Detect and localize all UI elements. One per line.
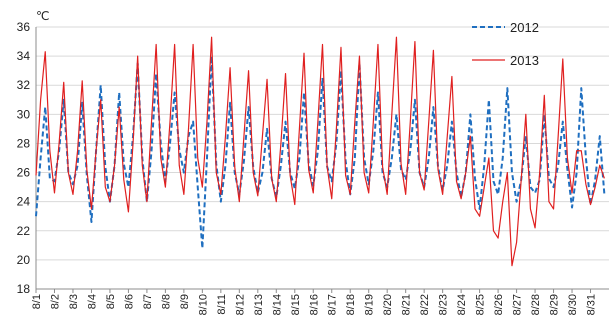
y-tick-label: 30 [17, 107, 31, 121]
legend: 2012 2013 [472, 20, 539, 68]
y-tick-label: 26 [17, 166, 31, 180]
y-tick-label: 20 [17, 253, 31, 267]
x-tick-label: 8/20 [382, 294, 394, 315]
x-tick-label: 8/4 [86, 294, 98, 309]
x-tick-label: 8/22 [419, 294, 431, 315]
x-tick-label: 8/25 [475, 294, 487, 315]
legend-label: 2013 [510, 53, 539, 68]
y-axis-unit: ℃ [36, 9, 49, 23]
x-tick-label: 8/28 [530, 294, 542, 315]
x-tick-label: 8/18 [345, 294, 357, 315]
y-tick-label: 24 [17, 195, 31, 209]
legend-label: 2012 [510, 20, 539, 35]
x-tick-label: 8/12 [234, 294, 246, 315]
series-line-2013 [35, 36, 605, 267]
y-tick-label: 28 [17, 136, 31, 150]
x-tick-label: 8/3 [68, 294, 80, 309]
y-tick-label: 34 [17, 49, 31, 63]
x-tick-label: 8/19 [364, 294, 376, 315]
x-tick-label: 8/30 [567, 294, 579, 315]
y-tick-label: 22 [17, 224, 31, 238]
x-tick-label: 8/10 [197, 294, 209, 315]
x-tick-label: 8/13 [253, 294, 265, 315]
x-tick-label: 8/1 [31, 294, 43, 309]
x-tick-label: 8/17 [327, 294, 339, 315]
x-tick-label: 8/21 [401, 294, 413, 315]
series-lines [35, 36, 606, 267]
x-tick-label: 8/24 [456, 294, 468, 315]
y-tick-label: 36 [17, 20, 31, 34]
x-tick-label: 8/11 [216, 294, 228, 315]
x-tick-label: 8/31 [586, 294, 598, 315]
x-tick-label: 8/14 [271, 294, 283, 315]
x-tick-label: 8/2 [49, 294, 61, 309]
x-tick-label: 8/8 [160, 294, 172, 309]
y-tick-label: 18 [17, 282, 31, 296]
y-tick-label: 32 [17, 78, 31, 92]
x-tick-label: 8/23 [438, 294, 450, 315]
series-line-2012 [35, 55, 606, 250]
x-tick-label: 8/6 [123, 294, 135, 309]
x-tick-label: 8/29 [549, 294, 561, 315]
x-tick-label: 8/5 [105, 294, 117, 309]
x-tick-label: 8/26 [493, 294, 505, 315]
x-tick-label: 8/15 [290, 294, 302, 315]
x-tick-label: 8/7 [142, 294, 154, 309]
x-tick-label: 8/27 [512, 294, 524, 315]
x-axis-ticks: 8/1 8/2 8/3 8/4 8/5 8/6 8/7 8/8 8/9 8/10 8/11 8/12 8… [31, 289, 598, 315]
y-axis-ticks: 18 20 22 24 26 28 30 32 34 36 [17, 20, 31, 296]
x-tick-label: 8/16 [308, 294, 320, 315]
x-tick-label: 8/9 [179, 294, 191, 309]
